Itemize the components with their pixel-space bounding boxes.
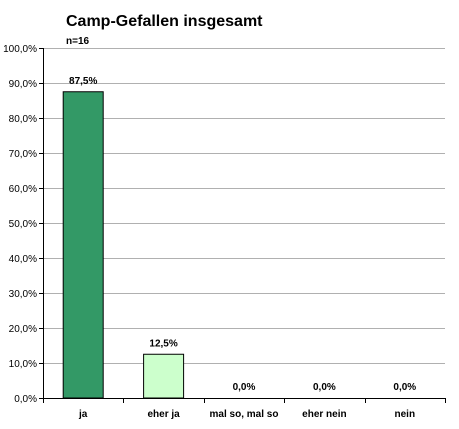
y-axis-ticks: 0,0% 10,0% 20,0% 30,0% 40,0% 50,0% 60,0% 70,0% 8… (3, 44, 43, 405)
y-tick-label: 100,0% (3, 44, 37, 55)
y-tick-label: 0,0% (14, 394, 37, 405)
y-tick-label: 50,0% (9, 219, 37, 230)
x-tick-label: ja (78, 409, 88, 420)
x-tick-label: eher nein (302, 409, 346, 420)
chart-subtitle: n=16 (66, 36, 90, 47)
y-tick-label: 60,0% (9, 184, 37, 195)
bar-data-label: 87,5% (69, 76, 97, 87)
x-axis-labels: ja eher ja mal so, mal so eher nein nein (78, 409, 415, 420)
y-tick-label: 20,0% (9, 324, 37, 335)
y-tick-label: 40,0% (9, 254, 37, 265)
y-tick-label: 90,0% (9, 79, 37, 90)
x-tick-label: nein (395, 409, 416, 420)
bar (143, 353, 185, 399)
y-tick-label: 80,0% (9, 114, 37, 125)
x-tick-label: mal so, mal so (210, 409, 279, 420)
bar (62, 91, 104, 399)
bar-data-label: 0,0% (233, 382, 256, 393)
bar-data-label: 0,0% (393, 382, 416, 393)
y-tick-label: 10,0% (9, 359, 37, 370)
bar-data-label: 0,0% (313, 382, 336, 393)
y-tick-label: 70,0% (9, 149, 37, 160)
bar-data-labels: 87,5% 12,5% 0,0% 0,0% 0,0% (69, 76, 416, 393)
bar-data-label: 12,5% (149, 338, 177, 349)
bars (62, 91, 185, 399)
gridlines (43, 48, 445, 364)
y-tick-label: 30,0% (9, 289, 37, 300)
x-tick-label: eher ja (147, 409, 180, 420)
chart-title: Camp-Gefallen insgesamt (66, 13, 263, 30)
